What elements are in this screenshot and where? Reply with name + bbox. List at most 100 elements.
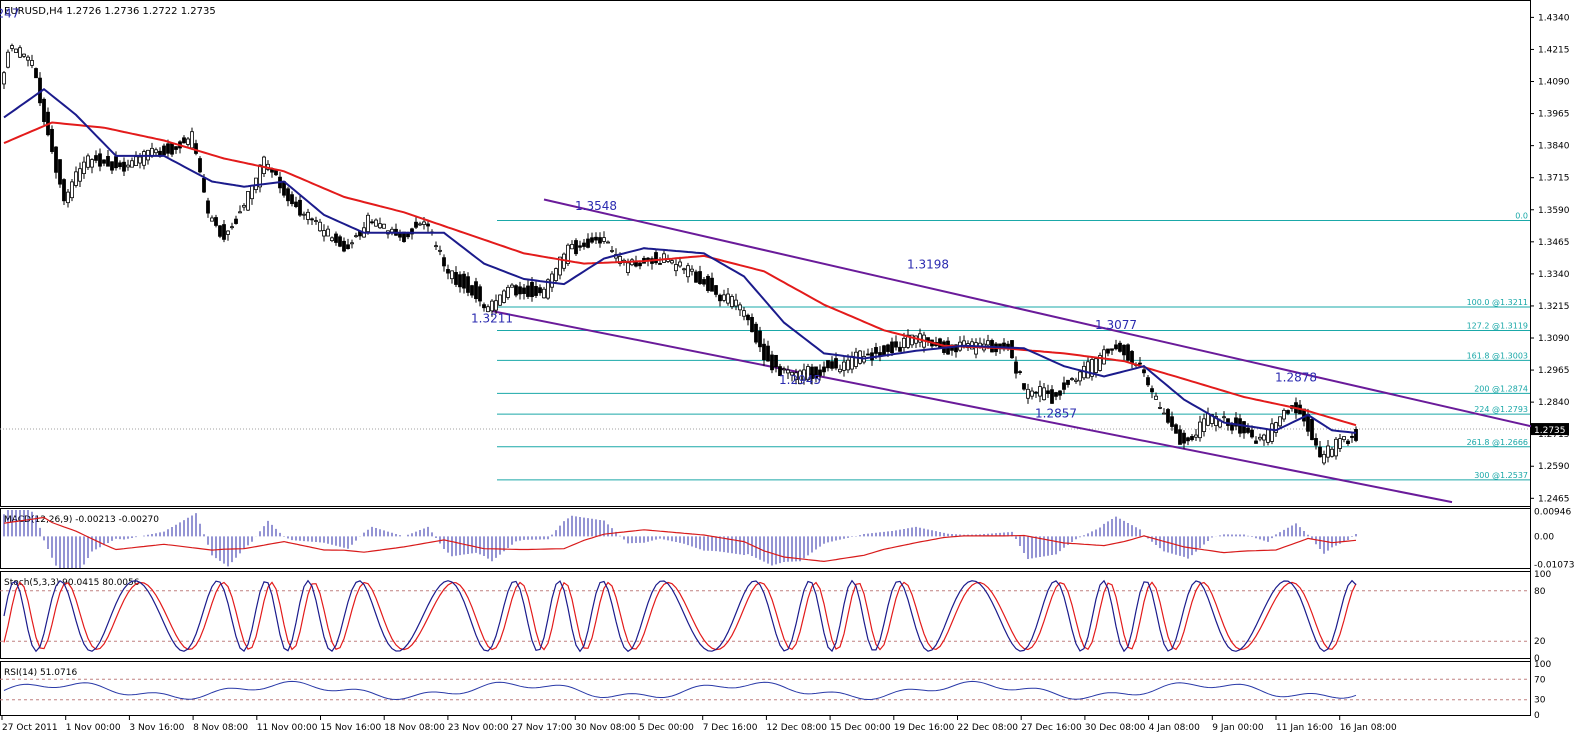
y-tick-label: 1.2465: [1538, 494, 1570, 504]
candle-body: [526, 285, 530, 297]
candle-body: [234, 218, 238, 224]
candle-body: [590, 237, 594, 243]
stoch-panel[interactable]: [0, 571, 1531, 659]
candle-body: [766, 345, 770, 362]
symbol-info: EURUSD,H4 1.2726 1.2736 1.2722 1.2735: [4, 6, 216, 17]
rsi-line: [3, 680, 1357, 701]
candle-body: [130, 160, 134, 168]
candle-body: [1130, 351, 1134, 364]
swing-price-label: 247: [0, 6, 19, 20]
candle-body: [94, 155, 98, 161]
candle-body: [198, 158, 202, 173]
candle-body: [406, 233, 410, 238]
candle-body: [882, 345, 886, 356]
candle-body: [790, 371, 794, 376]
candle-body: [302, 213, 306, 216]
candle-body: [26, 56, 30, 61]
candle-body: [246, 191, 250, 211]
ema-fast-line: [3, 87, 1357, 434]
candle-body: [1246, 427, 1250, 433]
y-tick-label: 1.3715: [1538, 174, 1570, 184]
y-tick-label: 1.3340: [1538, 270, 1570, 280]
candle-body: [1222, 416, 1226, 419]
stoch-signal-line: [3, 581, 1357, 651]
candle-body: [778, 366, 782, 377]
candle-body: [594, 236, 598, 241]
stoch-tick-label: 80: [1534, 587, 1546, 597]
candle-body: [1170, 416, 1174, 427]
candle-body: [1050, 389, 1054, 404]
candle-body: [98, 153, 102, 167]
candle-body: [1234, 417, 1238, 427]
candle-body: [1098, 355, 1102, 371]
swing-price-label: 1.3548: [575, 199, 617, 213]
candle-body: [58, 159, 62, 185]
candle-body: [1174, 424, 1178, 434]
candle-body: [834, 358, 838, 369]
candle-body: [206, 200, 210, 214]
candle-body: [106, 156, 110, 167]
candle-body: [318, 221, 322, 232]
candle-body: [762, 343, 766, 361]
candle-body: [854, 351, 858, 367]
candle-body: [874, 347, 878, 354]
candle-body: [494, 300, 498, 311]
candle-body: [1258, 436, 1262, 440]
fibo-level-label: 261.8 @1.2666: [1467, 438, 1528, 447]
candle-body: [486, 306, 490, 313]
y-tick-label: 1.2715: [1538, 430, 1570, 440]
x-tick-label: 8 Nov 08:00: [193, 723, 248, 733]
candle-body: [1206, 413, 1210, 426]
x-tick-label: 11 Nov 00:00: [257, 723, 318, 733]
y-tick-label: 1.3840: [1538, 142, 1570, 152]
candle-body: [566, 244, 570, 264]
candle-body: [170, 143, 174, 155]
candle-body: [774, 354, 778, 368]
y-tick-label: 1.3590: [1538, 206, 1570, 216]
candle-body: [1242, 421, 1246, 434]
candle-body: [918, 333, 922, 343]
x-tick-label: 3 Nov 16:00: [129, 723, 184, 733]
fibo-level-label: 200 @1.2874: [1474, 384, 1528, 393]
candle-body: [1118, 342, 1122, 352]
candle-body: [826, 360, 830, 369]
macd-panel[interactable]: [0, 508, 1531, 569]
candle-body: [570, 244, 574, 250]
x-tick-label: 27 Dec 16:00: [1021, 723, 1082, 733]
candle-body: [54, 146, 58, 173]
candle-body: [274, 169, 278, 176]
candle-body: [1162, 412, 1166, 415]
candle-body: [458, 274, 462, 288]
candle-body: [62, 179, 66, 202]
x-tick-label: 7 Dec 16:00: [703, 723, 758, 733]
candle-body: [770, 354, 774, 371]
candle-body: [1126, 344, 1130, 361]
candle-body: [710, 277, 714, 292]
candle-body: [518, 286, 522, 295]
main-chart-panel[interactable]: [0, 0, 1531, 507]
candle-body: [1166, 409, 1170, 423]
candle-body: [102, 159, 106, 164]
candle-body: [902, 337, 906, 348]
stoch-tick-label: 100: [1534, 570, 1551, 580]
candle-body: [434, 245, 438, 248]
candle-body: [218, 225, 222, 237]
candle-body: [366, 214, 370, 233]
stoch-main-line: [3, 579, 1357, 653]
candle-body: [1186, 437, 1190, 442]
candle-body: [1102, 349, 1106, 365]
candle-body: [1314, 438, 1318, 446]
candle-body: [910, 334, 914, 346]
y-tick-label: 1.2965: [1538, 366, 1570, 376]
stoch-tick-label: 20: [1534, 637, 1546, 647]
x-tick-label: 4 Jan 08:00: [1149, 723, 1201, 733]
candle-body: [306, 211, 310, 220]
candle-body: [702, 279, 706, 285]
candle-body: [242, 205, 246, 208]
candle-body: [658, 263, 662, 265]
candle-body: [290, 194, 294, 205]
candle-body: [750, 317, 754, 333]
candle-body: [86, 155, 90, 168]
candle-body: [706, 275, 710, 291]
